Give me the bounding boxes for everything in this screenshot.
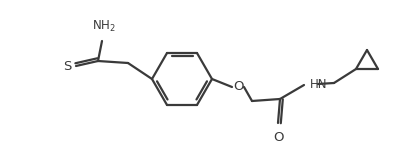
Text: O: O xyxy=(234,80,244,93)
Text: S: S xyxy=(63,59,71,73)
Text: HN: HN xyxy=(310,78,328,90)
Text: NH$_2$: NH$_2$ xyxy=(92,19,116,34)
Text: O: O xyxy=(273,131,283,144)
